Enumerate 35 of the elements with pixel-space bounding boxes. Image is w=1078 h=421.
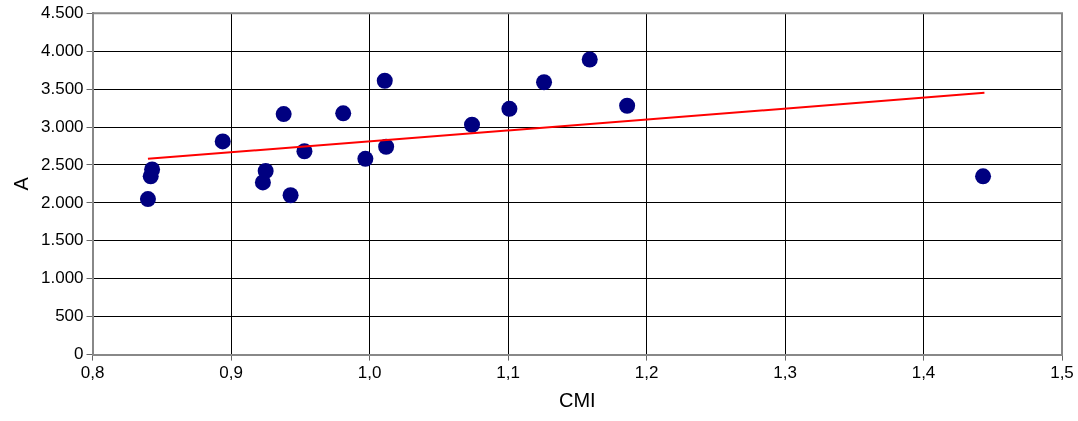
y-tick-label: 3.000	[40, 116, 84, 136]
x-tick-label: 1,5	[1050, 363, 1074, 383]
y-axis-title: A	[9, 176, 32, 191]
point	[975, 168, 992, 185]
y-tick-label: 500	[55, 306, 84, 326]
point	[257, 163, 274, 179]
point	[501, 100, 518, 117]
y-tick-label: 0	[74, 344, 84, 364]
point	[357, 150, 374, 167]
y-tick-label: 4.000	[40, 40, 84, 60]
x-tick-label: 0,8	[80, 363, 105, 383]
point	[376, 72, 393, 89]
point	[275, 106, 292, 123]
y-tick-label: 2.500	[40, 154, 84, 174]
point	[335, 105, 352, 122]
point	[139, 191, 156, 208]
point	[536, 74, 553, 91]
x-tick-label: 1,1	[496, 363, 520, 383]
x-tick-label: 1,2	[634, 363, 659, 383]
point	[214, 133, 231, 150]
y-tick-label: 1.000	[40, 268, 84, 288]
point	[581, 51, 598, 68]
point	[464, 116, 481, 133]
x-tick-label: 0,9	[219, 363, 243, 383]
point	[619, 97, 636, 114]
y-tick-label: 2.000	[40, 192, 84, 212]
point	[282, 187, 299, 204]
y-tick-label: 3.500	[40, 78, 84, 98]
x-tick-label: 1,4	[911, 363, 936, 383]
x-tick-label: 1,3	[773, 363, 797, 383]
x-tick-label: 1,0	[357, 363, 382, 383]
y-tick-label: 1.500	[40, 230, 84, 250]
point	[378, 138, 395, 155]
x-axis-title: CMI	[558, 388, 596, 411]
y-tick-label: 4.500	[40, 2, 84, 22]
